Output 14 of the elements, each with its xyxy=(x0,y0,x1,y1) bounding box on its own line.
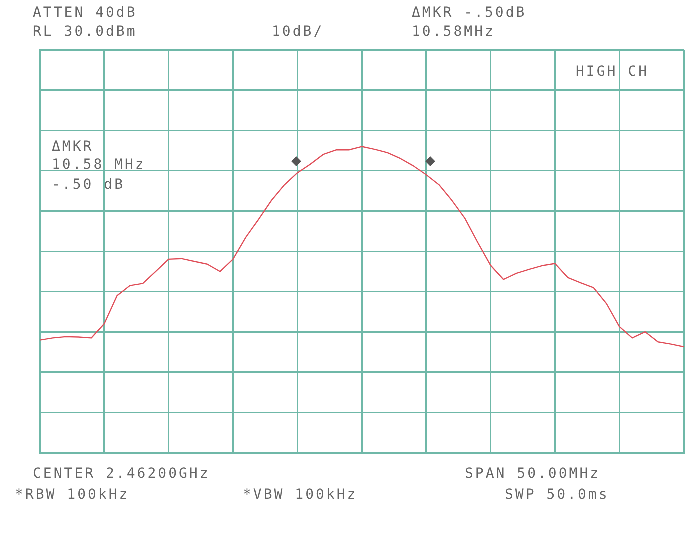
text: SPAN 50.00MHz xyxy=(465,466,601,482)
text: 10dB/ xyxy=(272,24,324,40)
annotation: 10.58 MHz xyxy=(52,157,146,173)
text: *RBW 100kHz xyxy=(15,487,130,503)
annotation: ΔMKR xyxy=(52,139,94,155)
text: *VBW 100kHz xyxy=(243,487,358,503)
text: ATTEN 40dB xyxy=(33,5,138,21)
text: CENTER 2.46200GHz xyxy=(33,466,210,482)
annotation: -.50 dB xyxy=(52,177,126,193)
text: 10.58MHz xyxy=(412,24,496,40)
text: ΔMKR -.50dB xyxy=(412,5,527,21)
text: HIGH CH xyxy=(576,64,650,80)
text: RL 30.0dBm xyxy=(33,24,138,40)
text: SWP 50.0ms xyxy=(505,487,610,503)
